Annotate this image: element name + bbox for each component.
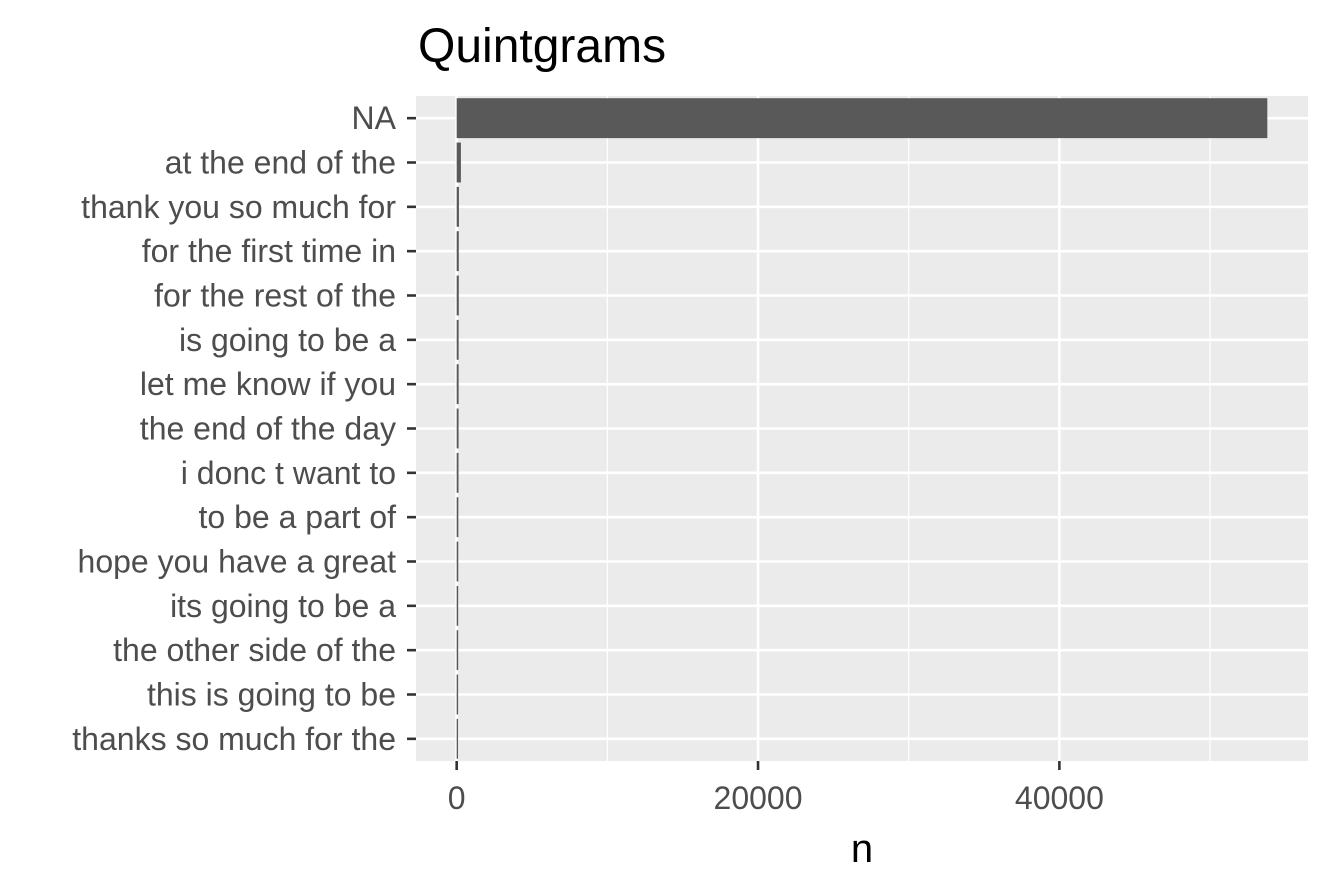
bar [456,408,459,449]
y-tick-label: NA [352,100,397,136]
bar [456,98,1268,139]
y-tick-label: this is going to be [147,677,396,713]
bar [456,674,459,715]
bar [456,585,459,626]
bar [456,319,459,360]
bar [456,497,459,538]
x-axis-label: n [851,827,873,871]
x-tick-label: 40000 [1015,780,1104,816]
y-tick-label: the other side of the [113,632,396,668]
chart-title: Quintgrams [418,20,666,73]
x-tick-label: 20000 [714,780,803,816]
bar [456,452,459,493]
y-tick-label: i donc t want to [181,455,396,491]
bar [456,142,461,183]
bars [456,98,1268,759]
y-tick-label: hope you have a great [78,544,397,580]
bar [456,541,459,582]
bar [456,231,459,272]
x-tick-label: 0 [448,780,466,816]
bar [456,275,459,316]
y-axis: NA at the end of the thank you so much for… [72,100,416,757]
bar [456,718,459,759]
y-tick-label: at the end of the [165,145,396,181]
y-tick-label: the end of the day [140,411,396,447]
y-tick-label: its going to be a [170,588,396,624]
x-axis: 0 20000 40000 [448,761,1104,816]
major-gridlines [416,96,1308,761]
y-tick-label: for the rest of the [154,278,396,314]
bar [456,364,459,405]
y-tick-label: for the first time in [142,233,396,269]
bar [456,186,459,227]
y-tick-label: let me know if you [140,366,396,402]
y-tick-label: to be a part of [199,499,397,535]
y-tick-label: thank you so much for [81,189,396,225]
bar [456,630,459,671]
y-tick-label: is going to be a [179,322,396,358]
y-tick-label: thanks so much for the [72,721,396,757]
